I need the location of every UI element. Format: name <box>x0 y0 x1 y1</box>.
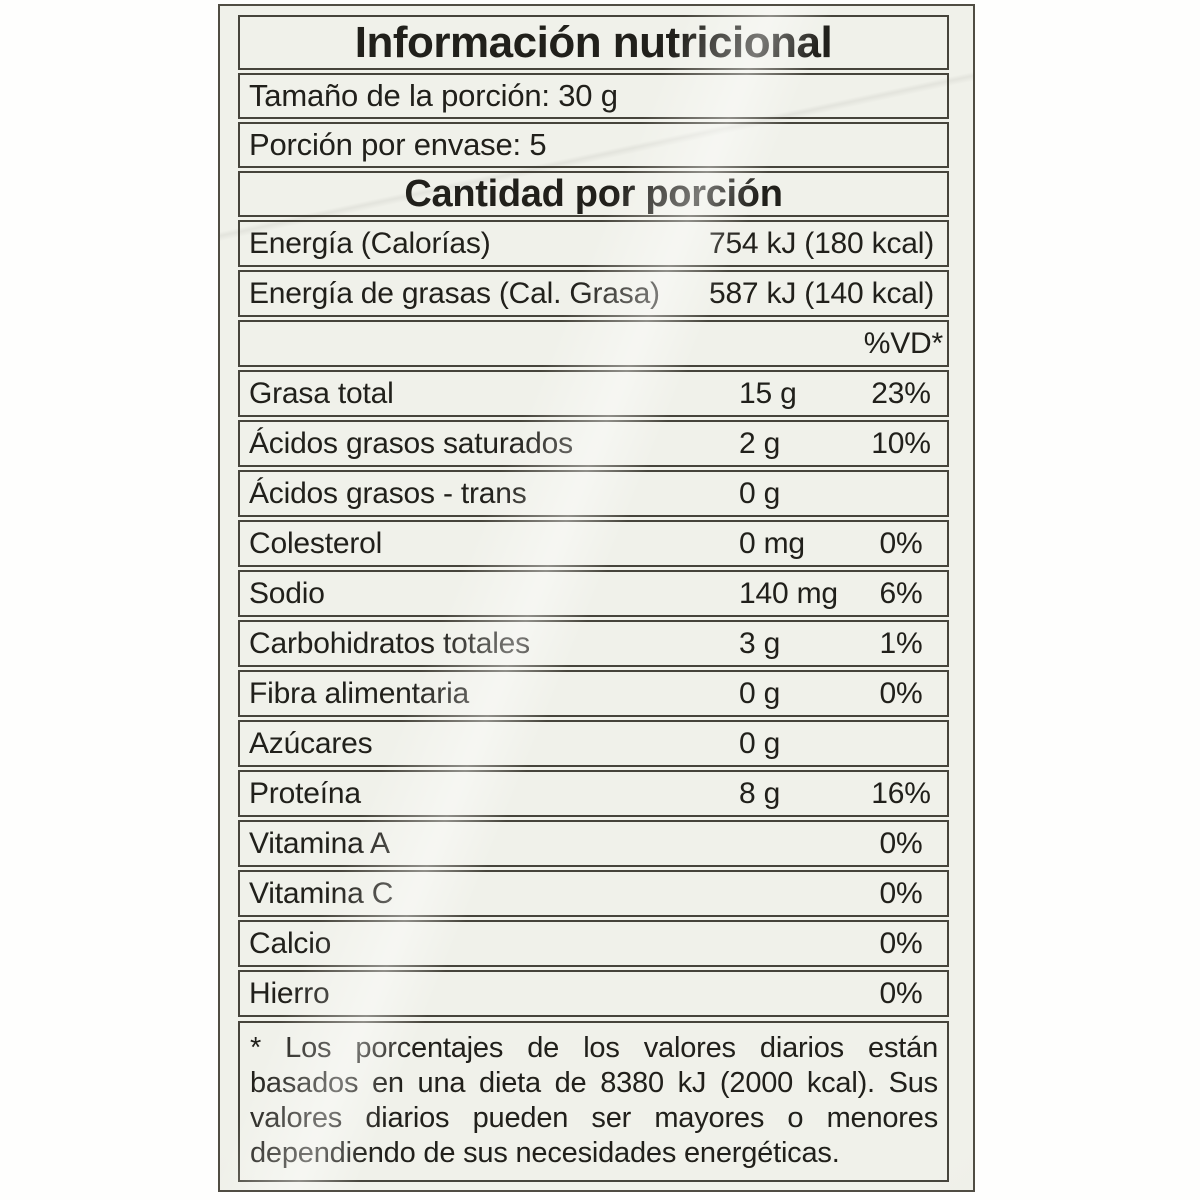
nutrient-daily-value: 0% <box>879 926 923 960</box>
nutrient-amount: 15 g <box>739 376 797 410</box>
nutrient-row-proteina: Proteína 8 g 16% <box>238 770 949 817</box>
nutrient-amount: 0 g <box>739 476 781 510</box>
nutrient-amount: 8 g <box>739 776 781 810</box>
serving-size-text: Tamaño de la porción: 30 g <box>249 78 618 113</box>
nutrient-daily-value: 23% <box>871 376 931 410</box>
nutrient-row-fibra: Fibra alimentaria 0 g 0% <box>238 670 949 717</box>
nutrient-amount: 0 mg <box>739 526 805 560</box>
nutrient-daily-value: 16% <box>871 776 931 810</box>
nutrient-name: Ácidos grasos - trans <box>249 476 527 510</box>
nutrient-name: Vitamina A <box>249 826 390 860</box>
energy-value: 754 kJ (180 kcal) <box>708 226 934 260</box>
label-title: Información nutricional <box>354 17 833 67</box>
nutrient-row-colesterol: Colesterol 0 mg 0% <box>238 520 949 567</box>
energy-fat-value: 587 kJ (140 kcal) <box>708 276 934 310</box>
nutrient-row-sodio: Sodio 140 mg 6% <box>238 570 949 617</box>
nutrient-name: Hierro <box>249 976 330 1010</box>
nutrient-daily-value: 0% <box>879 976 923 1010</box>
amount-per-serving-text: Cantidad por porción <box>404 172 783 215</box>
nutrient-daily-value: 0% <box>879 676 923 710</box>
nutrient-amount: 0 g <box>739 676 781 710</box>
energy-fat-name: Energía de grasas (Cal. Grasa) <box>249 276 660 310</box>
nutrient-row-hierro: Hierro 0% <box>238 970 949 1017</box>
footnote-line: valores diarios pueden ser mayores o men… <box>250 1102 938 1134</box>
nutrient-daily-value: 10% <box>871 426 931 460</box>
energy-fat-row: Energía de grasas (Cal. Grasa) 587 kJ (1… <box>238 270 949 317</box>
nutrition-label: Información nutricional Tamaño de la por… <box>218 4 975 1192</box>
nutrient-name: Colesterol <box>249 526 383 560</box>
nutrient-name: Vitamina C <box>249 876 394 910</box>
nutrient-name: Ácidos grasos saturados <box>249 426 573 460</box>
nutrient-name: Proteína <box>249 776 361 810</box>
daily-value-header-row: %VD* <box>238 320 949 367</box>
nutrient-amount: 140 mg <box>739 576 838 610</box>
footnote-line: dependiendo de sus necesidades energétic… <box>250 1137 840 1169</box>
serving-size-row: Tamaño de la porción: 30 g <box>238 73 949 119</box>
nutrient-row-grasa-total: Grasa total 15 g 23% <box>238 370 949 417</box>
nutrient-name: Fibra alimentaria <box>249 676 470 710</box>
nutrient-daily-value: 6% <box>879 576 923 610</box>
nutrient-row-azucares: Azúcares 0 g <box>238 720 949 767</box>
servings-per-container-row: Porción por envase: 5 <box>238 122 949 168</box>
nutrient-name: Carbohidratos totales <box>249 626 530 660</box>
footnote-line: * Los porcentajes de los valores diarios… <box>250 1032 938 1064</box>
nutrient-daily-value: 1% <box>879 626 923 660</box>
footnote-line: basados en una dieta de 8380 kJ (2000 kc… <box>250 1067 938 1099</box>
nutrient-name: Calcio <box>249 926 332 960</box>
nutrient-daily-value: 0% <box>879 876 923 910</box>
nutrient-name: Azúcares <box>249 726 373 760</box>
nutrient-name: Grasa total <box>249 376 394 410</box>
servings-per-container-text: Porción por envase: 5 <box>249 127 547 162</box>
nutrient-row-vitamina-a: Vitamina A 0% <box>238 820 949 867</box>
daily-value-header: %VD* <box>863 326 943 360</box>
amount-per-serving-row: Cantidad por porción <box>238 171 949 217</box>
energy-row: Energía (Calorías) 754 kJ (180 kcal) <box>238 220 949 267</box>
nutrient-row-carbohidratos: Carbohidratos totales 3 g 1% <box>238 620 949 667</box>
nutrient-name: Sodio <box>249 576 325 610</box>
nutrient-amount: 2 g <box>739 426 781 460</box>
nutrient-daily-value: 0% <box>879 826 923 860</box>
title-row: Información nutricional <box>238 15 949 70</box>
nutrient-row-grasos-trans: Ácidos grasos - trans 0 g <box>238 470 949 517</box>
footnote: * Los porcentajes de los valores diarios… <box>238 1021 949 1182</box>
nutrient-row-vitamina-c: Vitamina C 0% <box>238 870 949 917</box>
energy-name: Energía (Calorías) <box>249 226 491 260</box>
nutrient-row-grasos-saturados: Ácidos grasos saturados 2 g 10% <box>238 420 949 467</box>
nutrient-daily-value: 0% <box>879 526 923 560</box>
nutrient-row-calcio: Calcio 0% <box>238 920 949 967</box>
nutrient-amount: 0 g <box>739 726 781 760</box>
nutrient-amount: 3 g <box>739 626 781 660</box>
